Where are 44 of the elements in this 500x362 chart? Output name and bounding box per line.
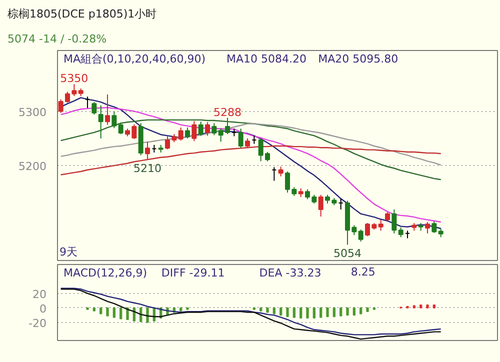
annotation: 5288	[214, 106, 242, 119]
y-tick-label: 0	[40, 302, 46, 316]
candlestick	[105, 94, 110, 126]
candlestick	[118, 122, 124, 135]
candlestick	[98, 104, 104, 139]
candlestick	[205, 122, 210, 136]
candlestick	[58, 98, 64, 114]
chart-title: 棕榈1805(DCE p1805)1小时	[8, 8, 157, 20]
annotation: 5210	[134, 162, 162, 176]
candlestick	[432, 220, 437, 234]
annotation: DEA -33.23	[259, 266, 322, 280]
candlestick	[198, 121, 204, 136]
candlestick	[392, 208, 397, 234]
candlestick	[398, 226, 404, 238]
candlestick	[378, 219, 384, 232]
candlestick	[358, 229, 364, 242]
annotation: MA20 5095.80	[318, 52, 398, 66]
annotation: 5350	[60, 72, 88, 86]
candlestick	[278, 166, 284, 177]
annotation: MA組合(0,10,20,40,60,90)	[64, 52, 206, 66]
y-tick-label: 20	[32, 288, 47, 301]
candlestick	[212, 122, 217, 136]
candlestick	[425, 221, 430, 234]
annotation: MA10 5084.20	[226, 52, 306, 66]
candlestick	[318, 194, 324, 218]
annotation: 5054	[334, 246, 362, 260]
candlestick	[165, 136, 170, 150]
y-tick-label: 5300	[18, 106, 47, 119]
annotation: 8.25	[350, 266, 376, 278]
candlestick	[192, 120, 197, 142]
annotation: MACD(12,26,9)	[64, 266, 148, 280]
candlestick	[112, 110, 117, 129]
candlestick	[92, 102, 97, 116]
candlestick	[285, 171, 290, 194]
annotation: DIFF -29.11	[161, 266, 225, 280]
candlestick	[245, 138, 250, 148]
candlestick	[238, 128, 244, 149]
chart-subtitle: 5074 -14 / -0.28%	[8, 32, 107, 46]
x-axis-title: 9天	[60, 246, 78, 258]
y-tick-label: -20	[28, 316, 46, 330]
y-tick-label: 5200	[18, 160, 47, 174]
candlestick	[178, 127, 184, 142]
candlestick	[145, 141, 150, 161]
candlestick	[185, 127, 190, 139]
